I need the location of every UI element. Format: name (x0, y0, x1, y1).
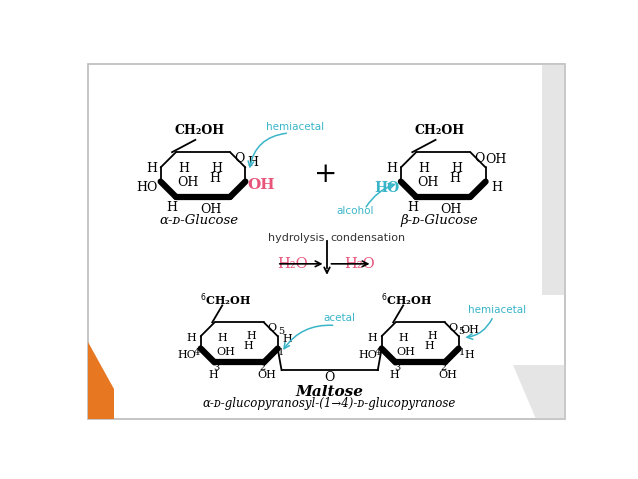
Text: CH₂OH: CH₂OH (174, 124, 224, 137)
Text: HO: HO (375, 181, 399, 195)
Text: H: H (209, 172, 220, 185)
Text: H: H (248, 156, 258, 169)
Text: 4: 4 (194, 348, 200, 357)
Text: O: O (325, 371, 335, 384)
Text: H: H (407, 201, 418, 214)
Text: 3: 3 (213, 363, 219, 372)
Text: H: H (398, 333, 408, 343)
Text: $^6$CH₂OH: $^6$CH₂OH (381, 291, 432, 308)
Text: HO: HO (136, 181, 158, 194)
Text: hemiacetal: hemiacetal (266, 122, 325, 132)
Text: H: H (491, 181, 502, 194)
Text: α-ᴅ-Glucose: α-ᴅ-Glucose (160, 214, 239, 227)
Text: 5: 5 (278, 327, 284, 336)
Text: H: H (208, 370, 218, 380)
Text: 2: 2 (440, 363, 447, 372)
Text: H: H (449, 172, 460, 185)
Text: H: H (464, 350, 474, 360)
Text: O: O (267, 323, 276, 333)
Text: OH: OH (200, 203, 221, 216)
Text: 2: 2 (259, 363, 265, 372)
Text: H₂O: H₂O (277, 257, 308, 271)
Text: OH: OH (397, 347, 416, 357)
Text: H: H (167, 201, 177, 214)
Text: OH: OH (417, 176, 438, 189)
Text: 5: 5 (459, 327, 465, 336)
Text: H: H (211, 162, 223, 175)
Text: OH: OH (216, 347, 235, 357)
Polygon shape (87, 342, 114, 420)
Text: HO: HO (177, 350, 197, 360)
Text: OH: OH (247, 179, 274, 193)
Text: hydrolysis: hydrolysis (267, 233, 324, 243)
Text: OH: OH (440, 203, 462, 216)
Text: OH: OH (486, 153, 507, 166)
Text: H: H (419, 162, 429, 175)
Text: H: H (244, 341, 253, 351)
Text: alcohol: alcohol (336, 206, 373, 217)
Text: 1: 1 (278, 348, 284, 357)
Text: OH: OH (438, 370, 457, 380)
Text: hemiacetal: hemiacetal (468, 305, 526, 315)
Text: H: H (452, 162, 463, 175)
Text: α-ᴅ-glucopyranosyl-(1→4)-ᴅ-glucopyranose: α-ᴅ-glucopyranosyl-(1→4)-ᴅ-glucopyranose (203, 398, 456, 411)
Text: O: O (448, 323, 457, 333)
Text: 4: 4 (375, 348, 381, 357)
Text: 3: 3 (394, 363, 400, 372)
Text: HO: HO (359, 350, 377, 360)
Text: H: H (218, 333, 227, 343)
Text: 1: 1 (459, 348, 465, 357)
Text: H: H (386, 162, 397, 175)
Text: CH₂OH: CH₂OH (414, 124, 464, 137)
Text: $^6$CH₂OH: $^6$CH₂OH (200, 291, 251, 308)
Text: H₂O: H₂O (345, 257, 375, 271)
Text: OH: OH (177, 176, 198, 189)
Text: H: H (146, 162, 157, 175)
Text: H: H (186, 333, 197, 343)
Text: OH: OH (258, 370, 276, 380)
Text: +: + (314, 161, 337, 188)
Text: O: O (234, 152, 244, 165)
Text: H: H (178, 162, 189, 175)
Text: OH: OH (460, 325, 479, 335)
Text: acetal: acetal (323, 313, 355, 323)
Text: H: H (424, 341, 434, 351)
Text: H: H (427, 331, 437, 341)
Text: condensation: condensation (330, 233, 405, 243)
Polygon shape (512, 365, 567, 420)
FancyBboxPatch shape (87, 64, 565, 420)
Text: O: O (474, 152, 485, 165)
Text: Maltose: Maltose (295, 386, 363, 399)
Bar (542, 64, 567, 295)
Text: H: H (282, 334, 292, 344)
Text: H: H (367, 333, 377, 343)
Text: H: H (389, 370, 399, 380)
Text: H: H (247, 331, 256, 341)
Text: β-ᴅ-Glucose: β-ᴅ-Glucose (401, 214, 478, 227)
